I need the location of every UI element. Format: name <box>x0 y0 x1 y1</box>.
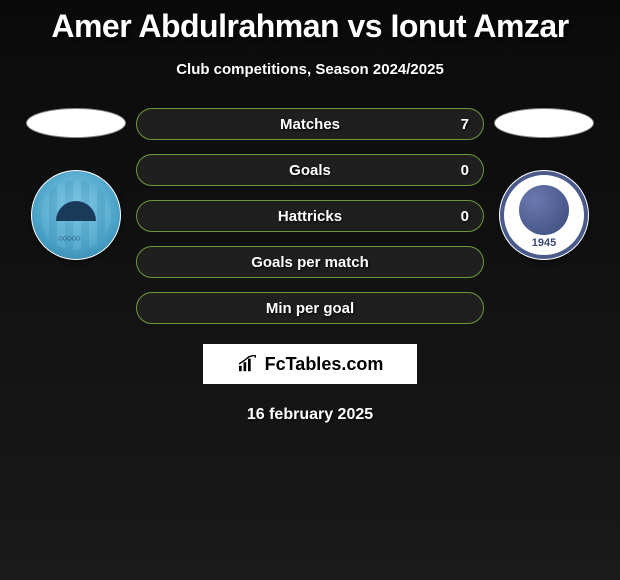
brand-box[interactable]: FcTables.com <box>203 344 417 384</box>
badge-right-year: 1945 <box>504 237 584 249</box>
player-right-column: 1945 <box>484 108 604 260</box>
stat-label: Matches <box>280 116 340 133</box>
club-badge-right: 1945 <box>499 170 589 260</box>
stats-column: Matches 7 Goals 0 Hattricks 0 Goals per match M… <box>136 108 484 324</box>
comparison-area: ○○○○○ Matches 7 Goals 0 Hattricks 0 Goals per … <box>0 108 620 324</box>
stat-row-hattricks: Hattricks 0 <box>136 200 484 232</box>
brand-text: FcTables.com <box>265 354 384 375</box>
badge-left-rings-icon: ○○○○○ <box>58 233 80 243</box>
club-badge-left: ○○○○○ <box>31 170 121 260</box>
flag-left <box>26 108 126 138</box>
stat-right-value: 7 <box>461 116 469 133</box>
stat-row-goals: Goals 0 <box>136 154 484 186</box>
page-title: Amer Abdulrahman vs Ionut Amzar <box>0 0 620 45</box>
player-left-column: ○○○○○ <box>16 108 136 260</box>
flag-right <box>494 108 594 138</box>
stat-label: Min per goal <box>266 300 354 317</box>
stat-row-matches: Matches 7 <box>136 108 484 140</box>
stat-row-goals-per-match: Goals per match <box>136 246 484 278</box>
brand-chart-icon <box>237 355 259 373</box>
stat-right-value: 0 <box>461 162 469 179</box>
footer-date: 16 february 2025 <box>0 406 620 424</box>
stat-row-min-per-goal: Min per goal <box>136 292 484 324</box>
stat-label: Goals <box>289 162 331 179</box>
subtitle: Club competitions, Season 2024/2025 <box>0 61 620 78</box>
stat-right-value: 0 <box>461 208 469 225</box>
stat-label: Goals per match <box>251 254 369 271</box>
stat-label: Hattricks <box>278 208 342 225</box>
